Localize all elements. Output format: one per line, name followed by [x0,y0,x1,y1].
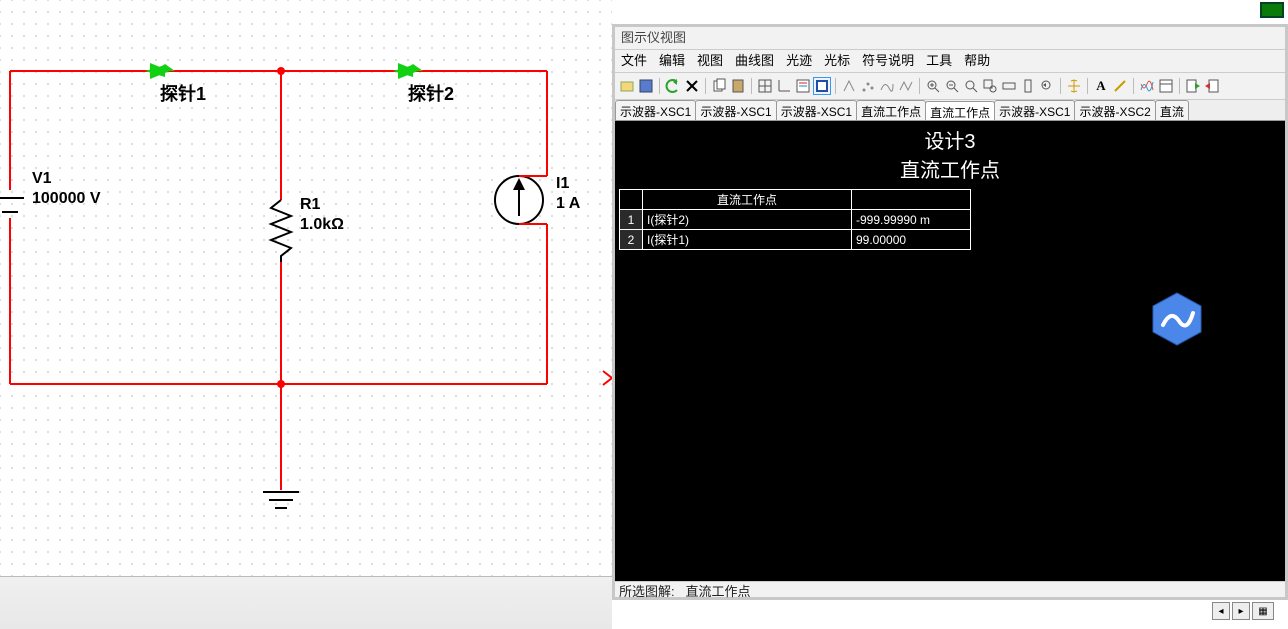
tab-dcop-2[interactable]: 直流工作点 [925,101,995,121]
overlay-icon[interactable] [1139,78,1155,94]
canvas-bottom-strip [0,576,612,629]
table-row[interactable]: 1 I(探针2) -999.99990 m [620,210,971,230]
menu-tools[interactable]: 工具 [926,50,952,72]
row-2-name: I(探针1) [643,230,852,250]
zoomarea-icon[interactable] [982,78,998,94]
marker3-icon[interactable] [879,78,895,94]
plot-title: 设计3 [615,121,1285,154]
r1-id: R1 [300,196,320,214]
v1-id: V1 [32,170,52,188]
hscroll-extra[interactable]: ▦ [1252,602,1274,620]
tab-xsc1-1[interactable]: 示波器-XSC1 [615,100,696,120]
zoomin-icon[interactable] [925,78,941,94]
cursor-icon[interactable] [814,78,830,94]
grapher-statusbar: 所选图解: 直流工作点 [615,581,1285,602]
rownum-head [620,190,643,210]
menu-file[interactable]: 文件 [621,50,647,72]
menu-trace[interactable]: 光迹 [786,50,812,72]
tab-xsc1-2[interactable]: 示波器-XSC1 [695,100,776,120]
marker2-icon[interactable] [860,78,876,94]
row-2-num: 2 [620,230,643,250]
v1-value: 100000 V [32,190,101,208]
menu-edit[interactable]: 编辑 [659,50,685,72]
i1-id: I1 [556,175,569,193]
plot-subtitle: 直流工作点 [615,154,1285,189]
grapher-titlebar[interactable]: 图示仪视图 [615,27,1285,50]
hscroll-left[interactable]: ◂ [1212,602,1230,620]
probe-2-label: 探针2 [408,80,454,106]
zoomy-icon[interactable] [1020,78,1036,94]
props-icon[interactable] [1158,78,1174,94]
grapher-window: 图示仪视图 文件 编辑 视图 曲线图 光迹 光标 符号说明 工具 帮助 [612,24,1288,600]
open-icon[interactable] [619,78,635,94]
row-2-val: 99.00000 [852,230,971,250]
export-icon[interactable] [1185,78,1201,94]
grapher-toolbar: A [615,73,1285,100]
tab-xsc1-4[interactable]: 示波器-XSC1 [994,100,1075,120]
tab-xsc1-3[interactable]: 示波器-XSC1 [776,100,857,120]
zoomout-icon[interactable] [944,78,960,94]
zoomx-icon[interactable] [1001,78,1017,94]
zoomprev-icon[interactable] [1039,78,1055,94]
menu-view[interactable]: 视图 [697,50,723,72]
circuit-svg [0,0,612,576]
app-hex-icon [1149,291,1205,347]
value-head [852,190,971,210]
paste-icon[interactable] [730,78,746,94]
grapher-menubar: 文件 编辑 视图 曲线图 光迹 光标 符号说明 工具 帮助 [615,50,1285,73]
marker1-icon[interactable] [841,78,857,94]
status-label: 所选图解: [619,584,675,599]
pcb-icon[interactable] [1260,2,1284,18]
tab-dc[interactable]: 直流 [1155,100,1189,120]
import-icon[interactable] [1204,78,1220,94]
r1-value: 1.0kΩ [300,216,344,234]
marker4-icon[interactable] [898,78,914,94]
menu-graph[interactable]: 曲线图 [735,50,774,72]
hscroll-widget: ◂ ▸ ▦ [1212,602,1288,620]
hscroll-right[interactable]: ▸ [1232,602,1250,620]
row-1-name: I(探针2) [643,210,852,230]
copy-icon[interactable] [711,78,727,94]
dcop-table: 直流工作点 1 I(探针2) -999.99990 m 2 I(探针1) 99.… [619,189,971,250]
grapher-plot-area[interactable]: 设计3 直流工作点 直流工作点 1 I(探针2) -999.99990 m 2 … [615,121,1285,581]
line-icon[interactable] [1112,78,1128,94]
dcop-head: 直流工作点 [643,190,852,210]
i1-value: 1 A [556,195,580,213]
menu-legend[interactable]: 符号说明 [862,50,914,72]
undo-icon[interactable] [665,78,681,94]
legend-icon[interactable] [795,78,811,94]
text-icon[interactable]: A [1093,78,1109,94]
row-1-num: 1 [620,210,643,230]
schematic-canvas[interactable]: 探针1 探针2 V1 100000 V R1 1.0kΩ I1 1 A [0,0,612,576]
grid-icon[interactable] [757,78,773,94]
grapher-tabs: 示波器-XSC1 示波器-XSC1 示波器-XSC1 直流工作点 直流工作点 示… [615,100,1285,121]
zoomfit-icon[interactable] [963,78,979,94]
delete-icon[interactable] [684,78,700,94]
menu-cursor[interactable]: 光标 [824,50,850,72]
tab-xsc2[interactable]: 示波器-XSC2 [1074,100,1155,120]
table-row[interactable]: 2 I(探针1) 99.00000 [620,230,971,250]
menu-help[interactable]: 帮助 [964,50,990,72]
axes-icon[interactable] [776,78,792,94]
pan-icon[interactable] [1066,78,1082,94]
row-1-val: -999.99990 m [852,210,971,230]
tab-dcop-1[interactable]: 直流工作点 [856,100,926,120]
save-icon[interactable] [638,78,654,94]
status-value: 直流工作点 [685,584,750,599]
probe-1-label: 探针1 [160,80,206,106]
